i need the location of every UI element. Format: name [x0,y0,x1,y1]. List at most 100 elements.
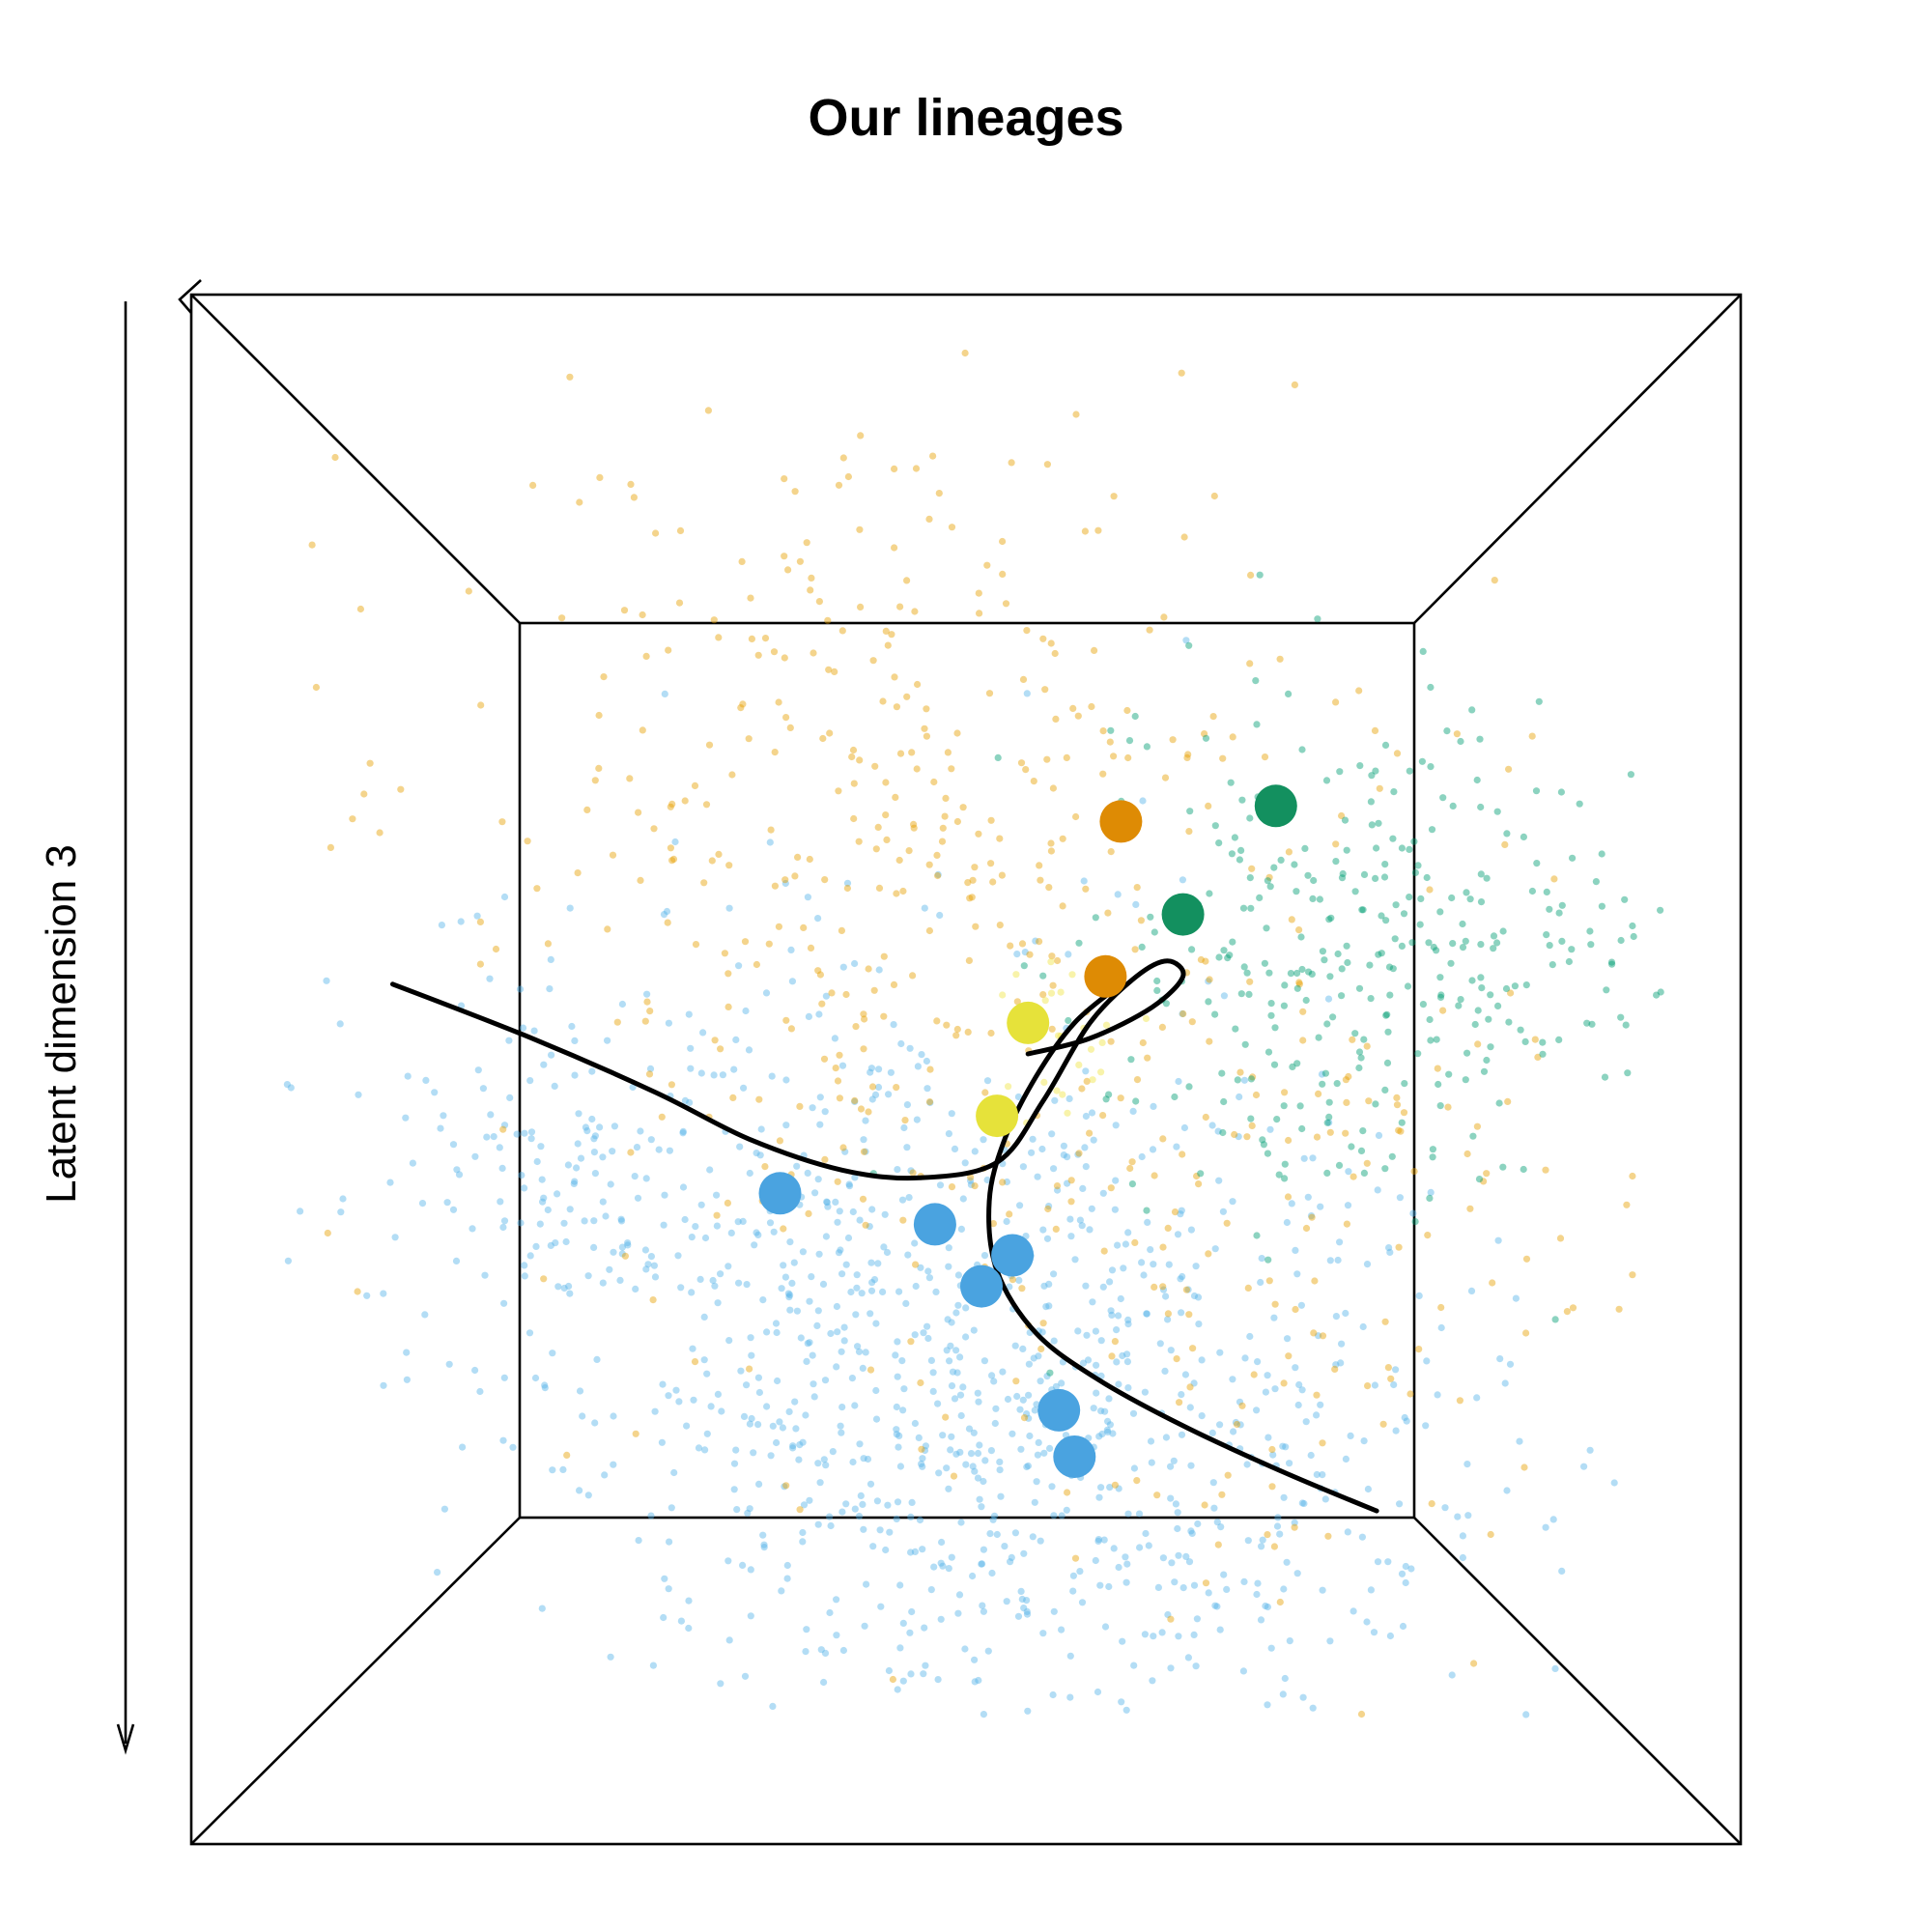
cell-point-blue [727,1229,735,1236]
cell-point-orange [838,926,846,935]
cell-point-green [1333,1080,1341,1088]
cell-point-green [1483,1056,1491,1065]
cell-point-orange [820,1055,829,1063]
cell-point-blue [533,1157,541,1166]
cell-point-blue [1111,1206,1119,1213]
cell-point-orange [1009,1276,1016,1284]
cell-point-blue [1367,1586,1375,1594]
cell-point-blue [740,1412,749,1420]
cell-point-blue [1319,1471,1326,1479]
cell-point-blue [822,992,831,1000]
cell-point-orange [831,668,838,676]
cell-point-green [1404,982,1412,990]
cell-point-blue [1078,1599,1087,1606]
cell-point-blue [500,1299,508,1307]
cell-point-orange [765,940,773,948]
chart-title: Our lineages [808,89,1123,147]
cell-point-blue [997,1492,1005,1500]
cell-point-blue [1023,1463,1031,1471]
cell-point-orange [999,537,1007,546]
cell-point-blue [746,1505,753,1513]
cell-point-orange [1355,687,1363,695]
cell-point-blue [733,1506,741,1514]
cell-point-blue [521,1262,528,1269]
cell-point-blue [1512,1294,1520,1302]
cell-point-blue [1216,1421,1224,1429]
cell-point-orange [912,465,921,472]
cell-point-blue [885,1091,893,1098]
cell-point-blue [496,1144,503,1151]
cell-point-orange [676,526,685,535]
cell-point-orange [1379,1420,1387,1428]
cell-point-green [1483,874,1491,882]
z-axis-label: Latent dimension 3 [38,844,85,1204]
cell-point-orange [775,923,783,930]
cell-point-orange [1054,956,1062,965]
cell-point-green [1429,1146,1436,1153]
cell-point-green [1463,1049,1471,1057]
cell-point-orange [1133,884,1141,892]
cell-point-blue [819,1280,828,1288]
cell-point-orange [639,726,646,734]
cell-point-blue [760,1541,768,1548]
cell-point-blue [724,1263,732,1270]
cell-point-blue [872,1386,880,1395]
cell-point-blue [1190,1292,1199,1300]
cell-point-blue [532,1242,540,1250]
cell-point-blue [1363,1618,1371,1626]
cell-point-blue [483,1133,491,1141]
cell-point-blue [1139,797,1147,805]
cell-point-blue [677,1617,686,1625]
cell-point-blue [1108,1311,1116,1319]
cluster-center-yellow [976,1094,1019,1138]
cell-point-blue [1214,1127,1222,1135]
cell-point-orange [989,1220,997,1228]
cell-point-blue [1292,1246,1299,1254]
cell-point-orange [1229,733,1236,741]
cell-point-blue [745,1046,753,1054]
cell-point-blue [814,1460,822,1467]
cell-point-blue [759,1296,767,1304]
cell-point-orange [1047,847,1055,855]
cell-point-yellow [1098,1038,1106,1046]
cell-point-blue [1147,1246,1154,1254]
cell-point-blue [834,1218,841,1226]
cell-point-green [1206,890,1213,897]
cell-point-orange [939,824,947,832]
cell-point-blue [635,1537,642,1545]
cell-point-orange [1252,1091,1261,1099]
cell-point-green [1321,956,1328,964]
cell-point-blue [873,1497,882,1505]
cell-point-blue [1090,1405,1097,1412]
cell-point-blue [559,1465,567,1473]
cell-point-blue [536,1220,544,1228]
cell-point-green [1289,1063,1296,1070]
cell-point-orange [1397,1127,1405,1135]
cell-point-blue [1122,1578,1130,1586]
cell-point-blue [932,1288,940,1295]
cell-point-blue [952,1347,960,1354]
cell-point-orange [880,952,888,960]
cell-point-orange [1292,1305,1299,1314]
cell-point-green [1127,1056,1135,1064]
cell-point-green [1102,1095,1110,1103]
cell-point-green [1583,1019,1591,1027]
cell-point-blue [810,1393,818,1401]
cell-point-blue [1123,1560,1131,1568]
cell-point-green [1281,981,1289,989]
cell-point-green [1437,991,1445,999]
cell-point-green [1419,1001,1427,1009]
cell-point-blue [688,1289,696,1296]
cell-point-blue [992,1405,1000,1412]
cell-point-blue [633,1144,641,1151]
cell-point-green [1521,1037,1529,1045]
cell-point-orange [794,853,802,862]
cell-point-green [1436,908,1444,916]
cell-point-green [1226,952,1234,959]
cell-point-blue [596,1123,604,1131]
cell-point-blue [1105,1582,1113,1591]
cell-point-orange [938,838,947,845]
cell-point-blue [799,1528,807,1537]
cell-point-blue [1177,1210,1184,1218]
cell-point-blue [1079,1359,1088,1367]
